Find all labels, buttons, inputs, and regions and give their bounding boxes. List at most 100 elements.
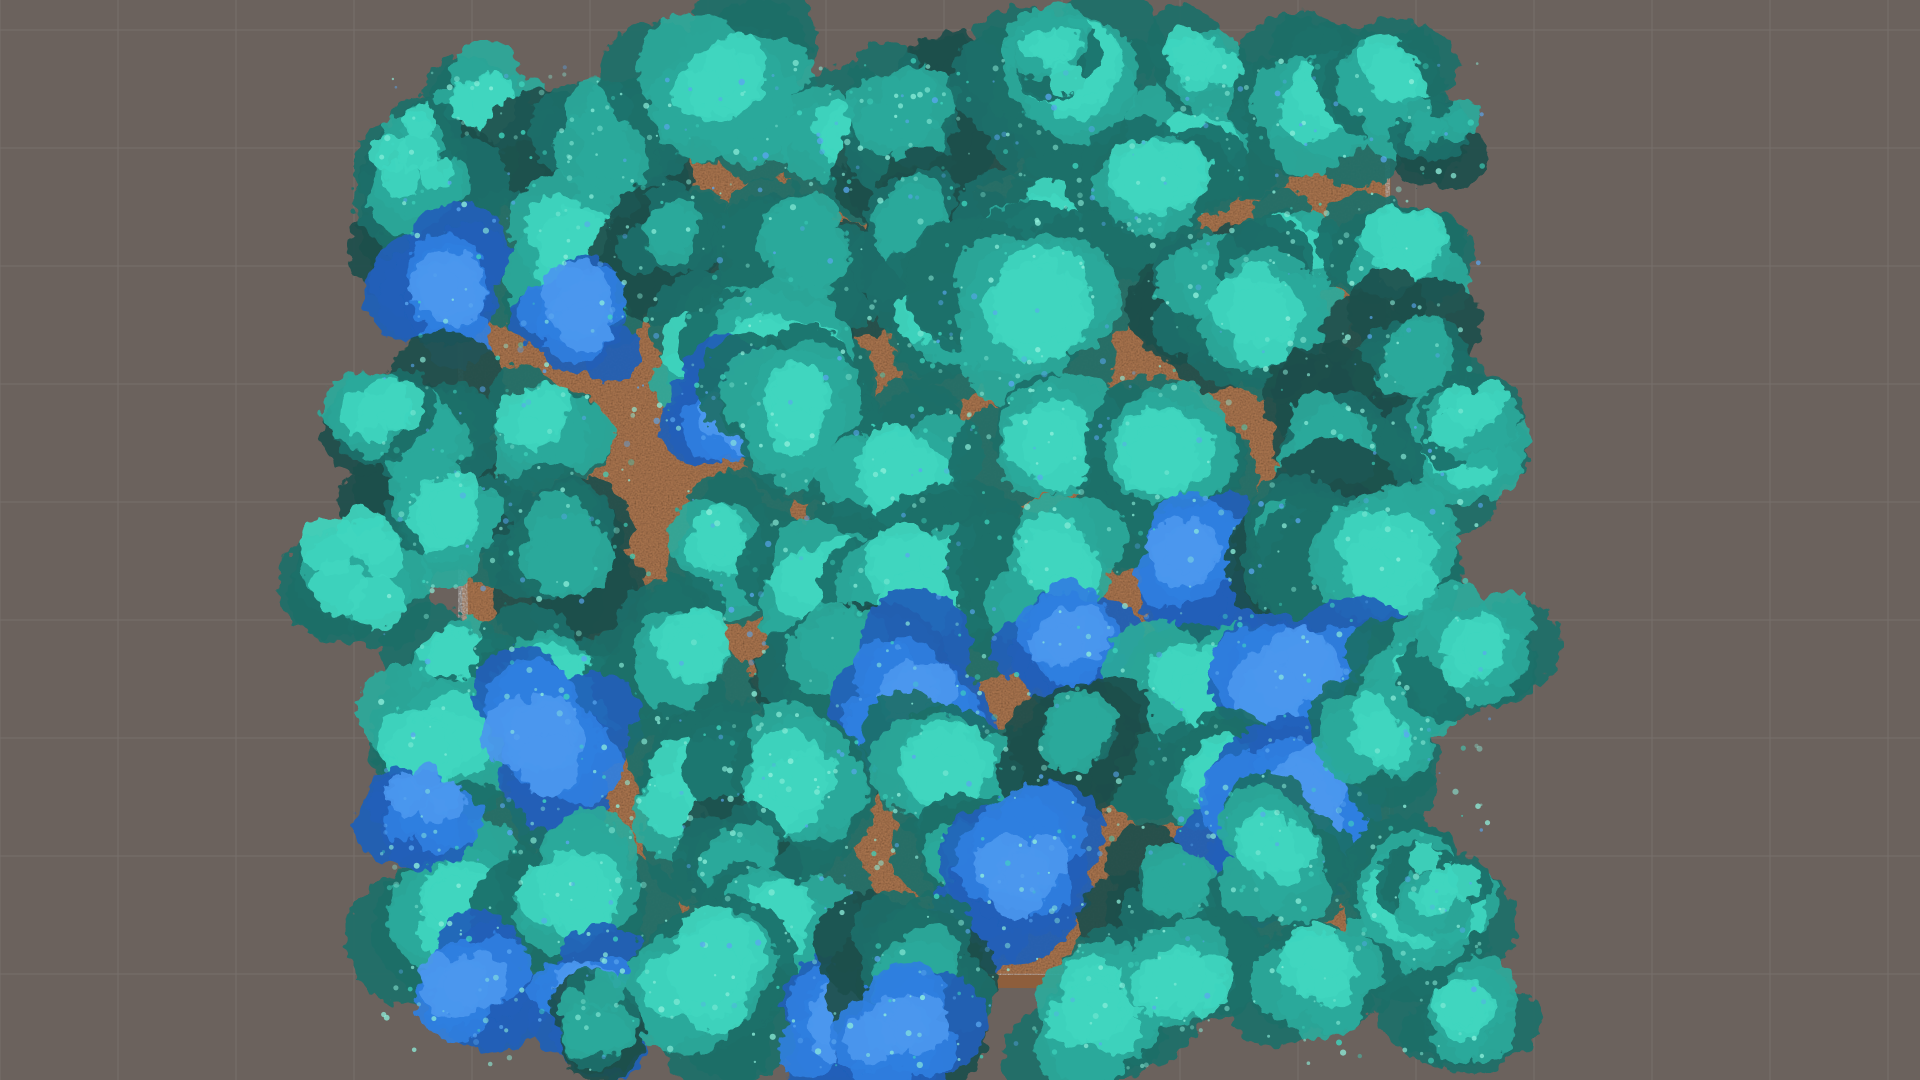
leaf-speckle	[835, 1064, 838, 1067]
tree-canopy	[997, 676, 1152, 822]
leaf-speckle	[768, 217, 772, 221]
leaf-speckle	[1032, 839, 1037, 844]
leaf-speckle	[608, 827, 616, 834]
leaf-speckle	[1185, 936, 1191, 942]
leaf-speckle	[915, 195, 920, 200]
leaf-speckle	[1255, 336, 1259, 340]
leaf-speckle	[726, 767, 733, 774]
leaf-speckle	[1432, 980, 1438, 986]
leaf-speckle	[653, 828, 658, 832]
leaf-speckle	[1477, 941, 1482, 946]
leaf-speckle	[1311, 469, 1315, 474]
leaf-speckle	[787, 758, 794, 765]
leaf-speckle	[839, 752, 845, 757]
leaf-speckle	[697, 856, 703, 862]
leaf-speckle	[698, 308, 703, 312]
leaf-speckle	[652, 980, 656, 984]
leaf-speckle	[912, 1055, 916, 1059]
leaf-speckle	[784, 441, 791, 447]
leaf-speckle	[1274, 686, 1278, 689]
leaf-speckle	[1435, 343, 1439, 348]
leaf-speckle	[731, 1002, 738, 1009]
leaf-speckle	[493, 974, 499, 981]
leaf-speckle	[1003, 233, 1006, 236]
leaf-speckle	[788, 775, 793, 779]
leaf-speckle	[1187, 556, 1194, 563]
leaf-speckle	[446, 84, 453, 91]
leaf-speckle	[422, 579, 426, 584]
leaf-speckle	[507, 829, 513, 836]
leaf-speckle	[885, 155, 891, 161]
tree-canopy	[1208, 595, 1419, 754]
leaf-speckle	[421, 832, 427, 839]
leaf-speckle	[1274, 809, 1280, 816]
leaf-speckle	[613, 527, 620, 534]
leaf-speckle	[1407, 115, 1412, 120]
leaf-speckle	[847, 601, 853, 606]
leaf-speckle	[722, 766, 728, 772]
leaf-speckle	[701, 435, 706, 441]
leaf-speckle	[722, 617, 726, 621]
leaf-speckle	[711, 186, 715, 190]
leaf-speckle	[1162, 756, 1168, 762]
leaf-speckle	[857, 145, 864, 151]
leaf-speckle	[911, 473, 914, 477]
leaf-speckle	[1001, 131, 1007, 137]
leaf-speckle	[1281, 810, 1284, 814]
leaf-speckle	[397, 516, 403, 522]
leaf-speckle	[1408, 79, 1415, 85]
leaf-speckle	[809, 679, 812, 683]
leaf-speckle	[630, 179, 635, 183]
leaf-speckle	[573, 707, 577, 711]
leaf-speckle	[748, 324, 752, 328]
leaf-speckle	[1021, 356, 1028, 363]
leaf-speckle	[1120, 668, 1125, 673]
leaf-speckle	[827, 795, 831, 799]
leaf-speckle	[1086, 556, 1093, 562]
leaf-speckle	[420, 815, 423, 818]
leaf-speckle	[540, 223, 543, 226]
leaf-speckle	[729, 830, 736, 837]
leaf-speckle	[702, 247, 705, 250]
leaf-speckle	[566, 175, 573, 181]
leaf-speckle	[688, 87, 693, 92]
leaf-speckle	[1397, 681, 1402, 686]
leaf-speckle	[1357, 791, 1362, 797]
leaf-speckle	[920, 969, 927, 976]
leaf-speckle	[1128, 203, 1135, 210]
leaf-speckle	[721, 225, 726, 229]
leaf-speckle	[461, 201, 468, 208]
leaf-speckle	[1182, 446, 1186, 450]
leaf-speckle	[1202, 495, 1209, 502]
leaf-speckle	[1360, 408, 1365, 414]
leaf-speckle	[909, 995, 912, 998]
leaf-speckle	[539, 1008, 545, 1015]
leaf-speckle	[967, 412, 972, 417]
leaf-speckle	[383, 830, 388, 835]
leaf-speckle	[655, 134, 659, 137]
leaf-speckle	[1047, 871, 1050, 874]
leaf-speckle	[1365, 507, 1369, 511]
leaf-speckle	[1082, 476, 1088, 482]
leaf-speckle	[584, 1025, 589, 1031]
leaf-speckle	[1219, 330, 1223, 333]
leaf-speckle	[1227, 169, 1230, 172]
leaf-speckle	[965, 444, 971, 450]
leaf-speckle	[456, 116, 460, 121]
leaf-speckle	[1405, 199, 1409, 203]
leaf-speckle	[613, 1002, 619, 1008]
leaf-speckle	[804, 515, 810, 521]
leaf-speckle	[1479, 1053, 1485, 1059]
leaf-speckle	[560, 487, 566, 493]
leaf-speckle	[783, 547, 788, 553]
leaf-speckle	[1058, 610, 1062, 614]
leaf-speckle	[949, 332, 953, 337]
leaf-speckle	[912, 681, 919, 687]
leaf-speckle	[843, 874, 846, 877]
leaf-speckle	[602, 471, 609, 478]
leaf-speckle	[1147, 280, 1150, 283]
leaf-speckle	[1484, 820, 1491, 826]
leaf-speckle	[1207, 260, 1214, 267]
leaf-speckle	[1187, 284, 1193, 290]
